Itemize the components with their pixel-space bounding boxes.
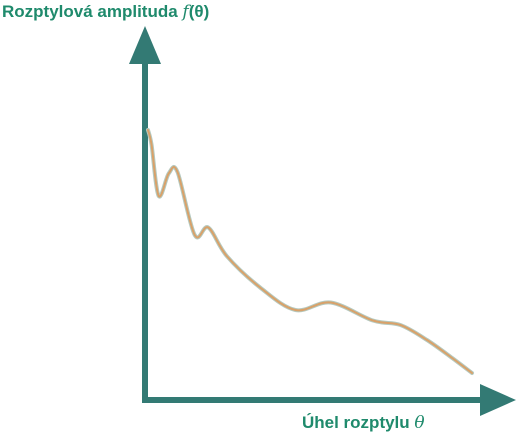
y-axis-title-f: f [182,2,189,22]
y-axis-title-theta: (θ) [188,2,210,21]
x-axis-title: Úhel rozptylu θ [302,413,425,433]
series-layer [146,128,474,375]
y-axis-title: Rozptylová amplituda f(θ) [2,2,209,22]
y-axis-title-text: Rozptylová amplituda [2,2,183,21]
y-axis-arrowhead [129,26,161,64]
x-axis-arrowhead [480,384,516,416]
x-axis-title-theta: θ [414,413,425,433]
scattering-amplitude-curve [147,129,473,374]
x-axis-title-text: Úhel rozptylu [302,413,415,432]
